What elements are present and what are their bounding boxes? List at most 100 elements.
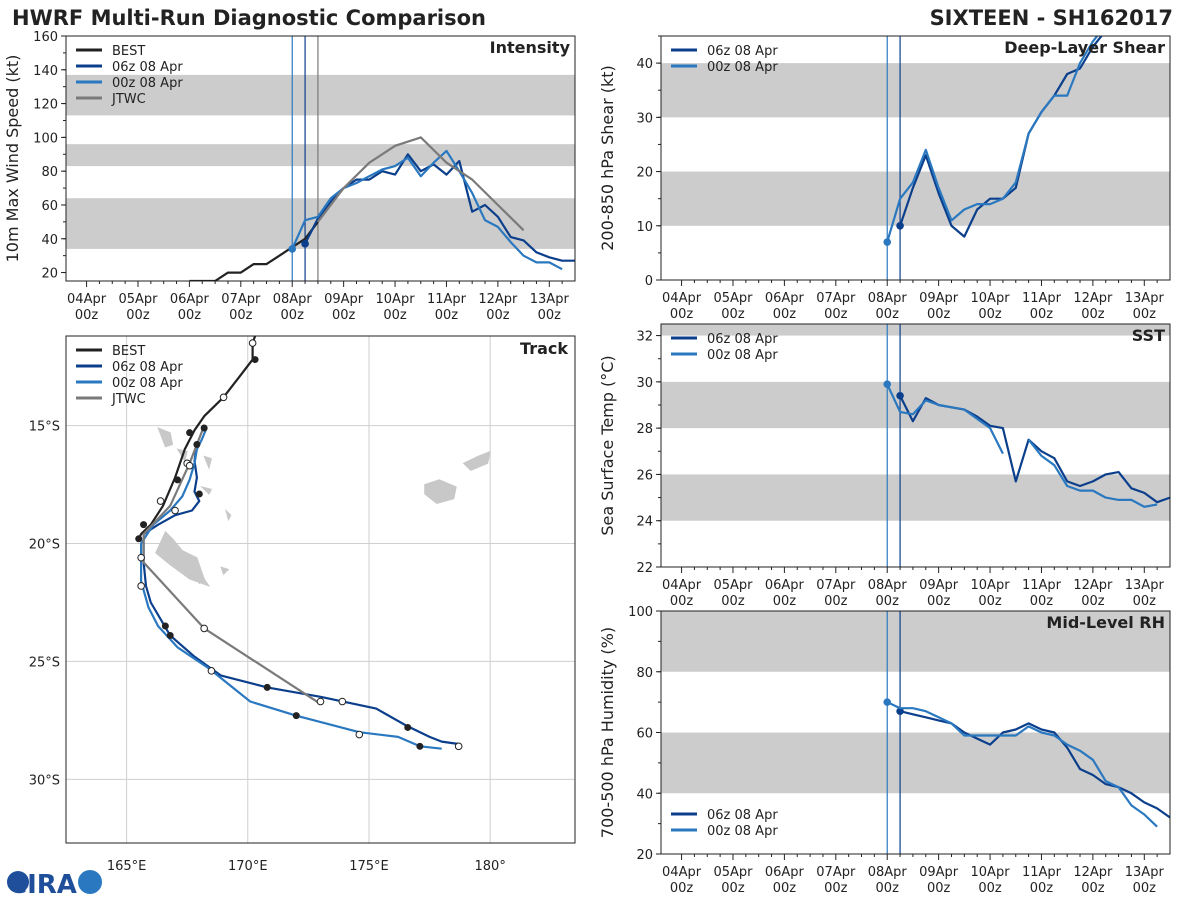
shear-xtick-label: 00z — [824, 307, 848, 322]
rh-series-line — [886, 701, 1158, 828]
rh-xtick-label: 05Apr — [713, 865, 753, 880]
logo-text: CIRA — [8, 870, 77, 900]
intensity-xtick-label: 07Apr — [221, 292, 261, 307]
track-island — [424, 479, 457, 504]
sst-xtick-label: 00z — [670, 594, 694, 609]
sst-xtick-label: 00z — [1081, 594, 1105, 609]
sst-legend-label: 06z 08 Apr — [707, 332, 778, 347]
intensity-ytick-label: 40 — [41, 233, 58, 248]
sst-xtick-label: 13Apr — [1125, 578, 1165, 593]
sst-xtick-label: 00z — [876, 594, 900, 609]
intensity-plot-area — [66, 36, 575, 281]
track-position-open — [137, 582, 145, 590]
track-xtick-label: 175°E — [349, 859, 389, 874]
shear-xtick-label: 00z — [670, 307, 694, 322]
storm-id: SIXTEEN - SH162017 — [930, 6, 1173, 30]
intensity-panel: 2040608010012014016004Apr00z05Apr00z06Ap… — [3, 30, 576, 323]
track-legend-label: JTWC — [111, 392, 146, 407]
track-position-filled — [193, 440, 201, 448]
sst-ytick-label: 28 — [636, 422, 653, 437]
rh-plot-area — [661, 611, 1170, 854]
intensity-band — [66, 74, 575, 116]
shear-xtick-label: 00z — [721, 307, 745, 322]
track-title: Track — [520, 339, 568, 358]
track-position-filled — [404, 723, 412, 731]
track-position-filled — [416, 742, 424, 750]
sst-ytick-label: 24 — [636, 515, 653, 530]
track-position-filled — [195, 490, 203, 498]
track-ytick-label: 15°S — [29, 420, 60, 435]
track-legend-label: 00z 08 Apr — [112, 376, 183, 391]
intensity-title: Intensity — [490, 38, 571, 57]
sst-plot-area — [661, 324, 1170, 567]
rh-xtick-label: 12Apr — [1073, 865, 1113, 880]
intensity-series-marker — [288, 245, 297, 253]
track-run00-line — [140, 427, 442, 750]
track-position-filled — [263, 683, 271, 691]
shear-plot-area — [661, 36, 1170, 280]
intensity-xtick-label: 00z — [538, 308, 562, 323]
sst-xtick-label: 11Apr — [1022, 578, 1062, 593]
rh-ytick-label: 100 — [628, 605, 653, 620]
track-ytick-label: 30°S — [29, 773, 60, 788]
rh-band — [661, 732, 1170, 794]
shear-ytick-label: 20 — [636, 166, 653, 181]
track-island — [203, 455, 212, 470]
rh-xtick-label: 13Apr — [1125, 865, 1165, 880]
rh-xtick-label: 00z — [1081, 881, 1105, 896]
shear-series-marker — [883, 238, 892, 246]
track-legend-label: 06z 08 Apr — [112, 360, 183, 375]
rh-xtick-label: 08Apr — [868, 865, 908, 880]
track-position-filled — [186, 429, 194, 437]
sst-xtick-label: 00z — [773, 594, 797, 609]
track-island — [225, 508, 232, 522]
sst-xtick-label: 09Apr — [919, 578, 959, 593]
track-position-filled — [173, 476, 181, 484]
track-position-open — [454, 742, 463, 751]
logo-globe-icon — [78, 870, 102, 894]
intensity-series-line — [317, 136, 525, 232]
track-position-open — [248, 339, 257, 347]
rh-series-marker — [896, 707, 904, 716]
sst-frame — [660, 323, 1171, 568]
rh-xtick-label: 00z — [978, 881, 1002, 896]
rh-xtick-label: 11Apr — [1022, 865, 1062, 880]
intensity-legend-label: 00z 08 Apr — [112, 76, 183, 91]
intensity-legend-label: BEST — [112, 44, 145, 59]
track-position-filled — [251, 356, 259, 364]
rh-ytick-label: 20 — [636, 848, 653, 863]
sst-ylabel: Sea Surface Temp (°C) — [598, 355, 617, 535]
shear-ytick-label: 10 — [636, 220, 653, 235]
rh-xtick-label: 00z — [721, 881, 745, 896]
track-position-open — [207, 667, 216, 675]
shear-xtick-label: 04Apr — [662, 291, 702, 306]
shear-xtick-label: 00z — [1081, 307, 1105, 322]
intensity-series-marker — [301, 240, 309, 248]
shear-ylabel: 200-850 hPa Shear (kt) — [598, 65, 617, 251]
track-island — [196, 575, 206, 585]
sst-xtick-label: 00z — [1030, 594, 1054, 609]
rh-series-line — [899, 710, 1170, 819]
shear-panel: 01020304004Apr00z05Apr00z06Apr00z07Apr00… — [598, 35, 1171, 322]
shear-xtick-label: 00z — [1030, 307, 1054, 322]
intensity-band — [66, 144, 575, 167]
shear-xtick-label: 06Apr — [765, 291, 805, 306]
sst-title: SST — [1132, 326, 1165, 345]
intensity-xtick-label: 00z — [75, 308, 99, 323]
intensity-ytick-label: 20 — [41, 267, 58, 282]
intensity-xtick-label: 06Apr — [170, 292, 210, 307]
track-position-filled — [135, 535, 143, 543]
shear-xtick-label: 08Apr — [868, 291, 908, 306]
sst-xtick-label: 08Apr — [868, 578, 908, 593]
track-xtick-label: 180° — [475, 859, 506, 874]
rh-series-marker — [883, 698, 892, 706]
shear-xtick-label: 09Apr — [919, 291, 959, 306]
cira-logo: CIRA — [7, 870, 102, 900]
sst-series-marker — [896, 391, 904, 400]
intensity-xtick-label: 00z — [126, 308, 150, 323]
intensity-legend-label: 06z 08 Apr — [112, 60, 183, 75]
rh-xtick-label: 06Apr — [765, 865, 805, 880]
shear-legend-label: 00z 08 Apr — [707, 60, 778, 75]
shear-xtick-label: 00z — [927, 307, 951, 322]
